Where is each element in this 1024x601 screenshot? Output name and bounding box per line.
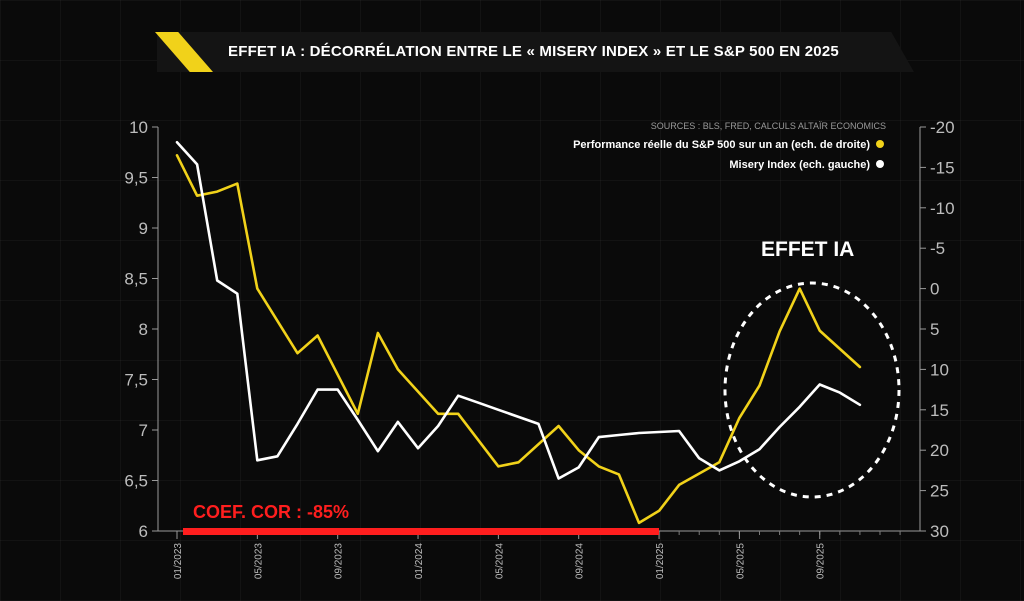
left-tick-label: 7,5 — [124, 371, 148, 390]
left-tick-label: 9,5 — [124, 169, 148, 188]
x-tick-label: 09/2023 — [334, 543, 345, 580]
misery-index-line — [175, 140, 862, 480]
x-tick-label: 05/2023 — [253, 543, 264, 580]
x-tick-label: 05/2024 — [494, 543, 505, 580]
right-tick-label: -5 — [930, 239, 945, 258]
left-tick-label: 6 — [139, 522, 148, 541]
left-tick-label: 9 — [139, 219, 148, 238]
left-tick-label: 6,5 — [124, 472, 148, 491]
x-tick-label: 09/2024 — [575, 543, 586, 580]
left-tick-label: 10 — [129, 118, 148, 137]
x-tick-label: 01/2024 — [414, 543, 425, 580]
right-tick-label: -10 — [930, 199, 955, 218]
sp500-line — [175, 154, 862, 525]
right-tick-label: -15 — [930, 158, 955, 177]
legend-sp500-label: Performance réelle du S&P 500 sur un an … — [573, 139, 870, 151]
right-tick-label: 10 — [930, 360, 949, 379]
right-tick-label: 0 — [930, 280, 939, 299]
right-tick-label: -20 — [930, 118, 955, 137]
right-tick-label: 25 — [930, 482, 949, 501]
right-tick-label: 30 — [930, 522, 949, 541]
chart-frame — [157, 127, 921, 532]
coef-label: COEF. COR : -85% — [193, 502, 349, 522]
right-axis: -20 -15 -10 -5 0 5 10 15 20 25 30 — [920, 118, 955, 541]
left-tick-label: 8,5 — [124, 270, 148, 289]
effet-ia-circle — [723, 281, 901, 499]
right-tick-label: 5 — [930, 320, 939, 339]
series-layer — [175, 140, 862, 525]
x-tick-label: 01/2023 — [173, 543, 184, 580]
chart-title: EFFET IA : DÉCORRÉLATION ENTRE LE « MISE… — [228, 43, 839, 60]
left-axis: 10 9,5 9 8,5 8 7,5 7 6,5 6 — [124, 118, 158, 541]
coef-bar — [183, 528, 659, 535]
right-tick-label: 15 — [930, 401, 949, 420]
left-tick-label: 7 — [139, 421, 148, 440]
legend-misery-label: Misery Index (ech. gauche) — [729, 159, 870, 171]
effet-ia-label: EFFET IA — [761, 238, 854, 261]
legend-sp500-dot — [876, 140, 884, 148]
left-tick-label: 8 — [139, 320, 148, 339]
right-tick-label: 20 — [930, 441, 949, 460]
x-tick-label: 05/2025 — [735, 543, 746, 580]
x-axis: 01/2023 05/2023 09/2023 01/2024 05/2024 09/20… — [173, 531, 901, 580]
title-banner — [157, 32, 914, 72]
x-tick-label: 09/2025 — [816, 543, 827, 580]
legend-misery-dot — [876, 160, 884, 168]
sources-text: SOURCES : BLS, FRED, CALCULS ALTAÏR ECON… — [651, 121, 886, 131]
x-tick-label: 01/2025 — [655, 543, 666, 580]
